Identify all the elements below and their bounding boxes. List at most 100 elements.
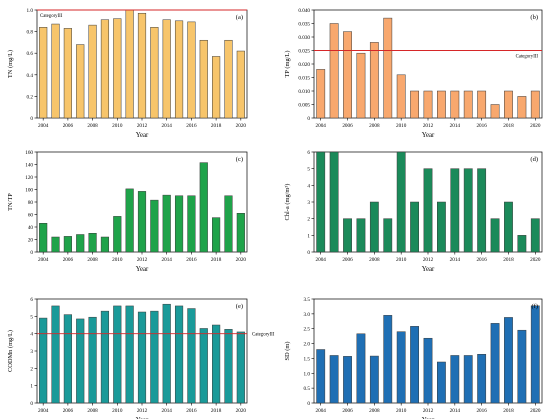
bar (100, 310, 110, 404)
x-tick-label: 2018 (211, 408, 222, 414)
bar (174, 305, 184, 404)
bar (329, 355, 339, 404)
bar (162, 194, 171, 253)
bar (530, 218, 540, 253)
bar (199, 328, 208, 404)
bar (450, 168, 460, 253)
bar (39, 27, 48, 119)
y-axis-label: TN (mg/L) (7, 50, 14, 78)
y-tick-label: 160 (25, 150, 33, 156)
bar (212, 56, 221, 119)
y-tick-label: 0.6 (27, 51, 34, 57)
y-tick-label: 20 (28, 238, 34, 244)
y-tick-label: 0.2 (27, 94, 34, 100)
x-tick-label: 2016 (476, 257, 487, 263)
bar (410, 90, 419, 119)
y-axis-label: TN/TP (7, 193, 14, 211)
bar (329, 23, 339, 119)
bar (63, 236, 72, 253)
x-tick-label: 2008 (369, 257, 380, 263)
x-tick-label: 2016 (186, 257, 197, 263)
x-tick-label: 2012 (423, 123, 434, 129)
y-tick-label: 40 (28, 225, 34, 231)
reference-line-label: CategoryIII (252, 333, 275, 338)
bar (125, 305, 134, 404)
x-tick-label: 2018 (503, 123, 514, 129)
x-tick-label: 2006 (342, 408, 353, 414)
x-tick-label: 2014 (162, 408, 173, 414)
x-axis-label: Year (422, 417, 435, 419)
panel-label: (f) (532, 303, 539, 310)
y-tick-label: 0.005 (298, 103, 310, 109)
bar (137, 311, 147, 404)
bar (137, 191, 147, 253)
chart-panel-c: 0 20 40 60 80 100 120 140 160 2004 2006 2008 2010 201… (7, 150, 248, 273)
bar (343, 356, 352, 404)
y-tick-label: 0.4 (27, 73, 34, 79)
panel-label: (b) (530, 14, 538, 21)
x-tick-label: 2010 (396, 123, 407, 129)
bar (162, 303, 171, 404)
y-axis-label: Chl-a (mg/m³) (284, 184, 291, 221)
x-tick-label: 2020 (236, 123, 247, 129)
y-tick-label: 0.010 (298, 89, 310, 95)
x-axis-label: Year (422, 132, 435, 139)
chart-panel-e: 0 1 2 3 4 5 6 2004 2006 2008 2010 2012 2014 2016 2018 2… (7, 297, 275, 419)
x-tick-label: 2018 (211, 257, 222, 263)
bar (113, 18, 122, 119)
panel-label: (c) (236, 156, 243, 163)
y-tick-label: 120 (25, 175, 33, 181)
y-tick-label: 2.0 (304, 342, 311, 348)
bar (113, 305, 122, 404)
x-tick-label: 2006 (63, 408, 74, 414)
bar (356, 333, 366, 404)
bar (199, 39, 208, 119)
y-tick-label: 3.0 (304, 312, 311, 318)
x-tick-label: 2016 (186, 123, 197, 129)
bar (162, 19, 171, 119)
x-tick-label: 2016 (476, 123, 487, 129)
bar (125, 9, 134, 119)
x-axis-label: Year (136, 266, 149, 273)
bar (356, 218, 366, 253)
y-tick-label: 0.035 (298, 22, 310, 28)
x-tick-label: 2008 (87, 257, 98, 263)
y-tick-label: 1.0 (304, 371, 311, 377)
chart-panel-b: 0 0.005 0.010 0.015 0.020 0.025 0.030 0.035 0.04… (284, 8, 543, 139)
x-tick-label: 2012 (137, 257, 148, 263)
y-tick-label: 2 (307, 217, 310, 223)
y-tick-label: 4 (30, 332, 33, 338)
x-axis-label: Year (136, 132, 149, 139)
x-tick-label: 2010 (112, 408, 123, 414)
y-tick-label: 3 (30, 349, 33, 355)
x-tick-label: 2004 (316, 408, 327, 414)
y-tick-label: 140 (25, 163, 33, 169)
y-axis-label: TP (mg/L) (284, 51, 291, 78)
bar (504, 317, 513, 404)
y-tick-label: 0 (307, 116, 310, 122)
x-tick-label: 2006 (342, 257, 353, 263)
bar (212, 217, 221, 253)
panel-label: (d) (530, 156, 538, 163)
chart-panel-d: 0 1 2 3 4 5 6 2004 2006 2008 2010 2012 2014 2016 2018 2… (284, 150, 543, 273)
bar (174, 20, 184, 119)
bar (423, 168, 433, 253)
y-tick-label: 1.5 (304, 356, 311, 362)
y-tick-label: 0.020 (298, 62, 310, 68)
bar (113, 216, 122, 253)
bar (125, 188, 134, 253)
x-axis-label: Year (422, 266, 435, 273)
bar (517, 329, 527, 404)
bar (100, 19, 110, 119)
x-tick-label: 2012 (137, 123, 148, 129)
bar (463, 168, 473, 253)
y-tick-label: 3.5 (304, 297, 311, 303)
bar (88, 316, 97, 404)
bar (477, 354, 487, 404)
x-tick-label: 2020 (236, 257, 247, 263)
bar (369, 201, 379, 253)
bar (39, 317, 48, 404)
x-tick-label: 2018 (503, 408, 514, 414)
y-tick-label: 0 (30, 401, 33, 407)
bar (477, 168, 487, 253)
